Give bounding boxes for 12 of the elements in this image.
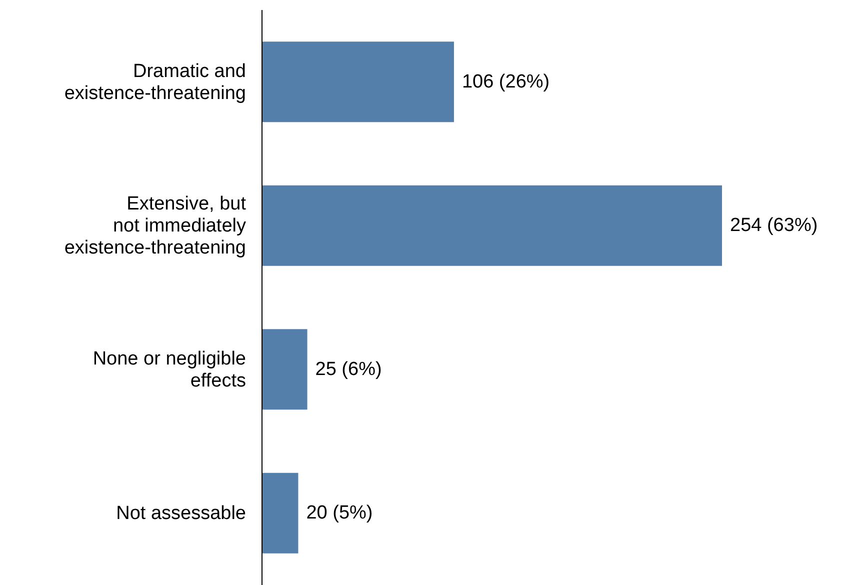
y-tick-label: Not assessable — [116, 502, 246, 524]
bar — [262, 185, 722, 266]
data-label: 25 (6%) — [315, 358, 382, 380]
bar — [262, 472, 298, 554]
data-label: 106 (26%) — [462, 71, 550, 92]
data-label: 254 (63%) — [730, 215, 818, 236]
data-label: 20 (5%) — [306, 502, 373, 524]
bar — [262, 329, 308, 410]
y-tick-label: Extensive, but not immediately existence-threatening — [64, 193, 247, 258]
y-tick-label: Dramatic and existence-threatening — [64, 60, 246, 104]
bar — [262, 42, 454, 122]
y-tick-label: None or negligible effects — [92, 348, 246, 391]
